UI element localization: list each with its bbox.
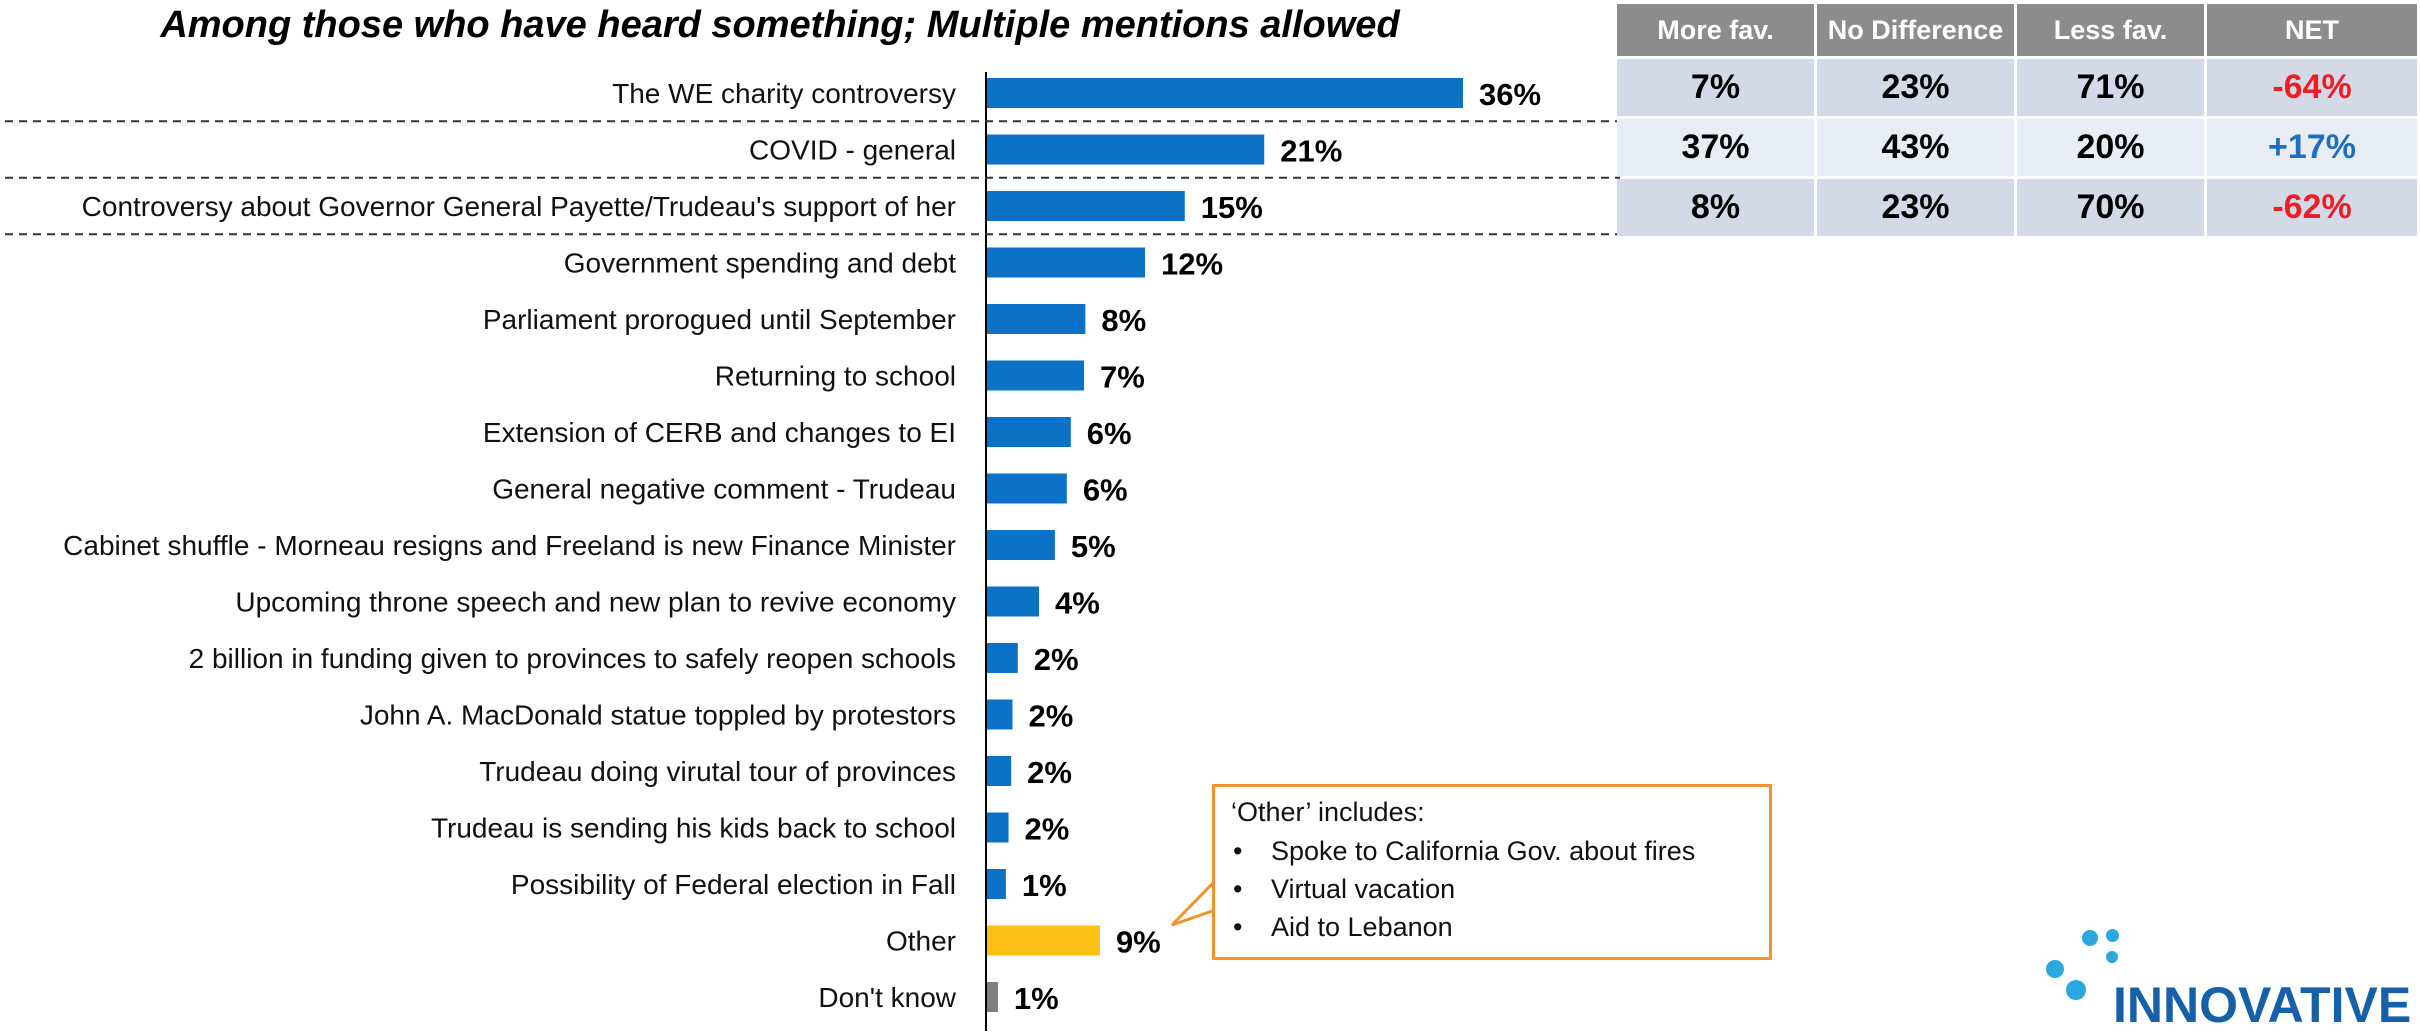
bar-chart: The WE charity controversy 36% COVID - gen… [5,72,1620,1031]
bar [986,925,1100,956]
bar [986,473,1067,504]
category-label: Other [886,926,956,957]
logo-dot-icon [2046,960,2064,978]
callout-item: Spoke to California Gov. about fires [1231,832,1753,870]
logo-dot-icon [2106,929,2119,942]
bar [986,643,1018,673]
callout-item: Virtual vacation [1231,870,1753,908]
value-label: 8% [1101,303,1146,338]
cell-less-fav: 20% [2017,119,2207,176]
bar [986,134,1265,165]
cell-less-fav: 70% [2017,179,2207,236]
category-label: Trudeau is sending his kids back to scho… [431,813,956,844]
bar [986,812,1009,843]
table-row-payette: 8% 23% 70% -62% [1617,179,2420,236]
cell-less-fav: 71% [2017,59,2207,116]
category-label: General negative comment - Trudeau [492,474,956,505]
value-label: 2% [1029,699,1074,734]
value-label: 15% [1201,190,1263,225]
value-label: 4% [1055,586,1100,621]
bar [986,982,998,1012]
bar [986,869,1006,899]
callout-item: Aid to Lebanon [1231,908,1753,946]
value-label: 2% [1034,642,1079,677]
table-header-row: More fav. No Difference Less fav. NET [1617,4,2420,56]
header-more-fav: More fav. [1617,4,1817,56]
logo-dot-icon [2066,980,2086,1000]
callout-list: Spoke to California Gov. about fires Vir… [1231,832,1753,946]
bar [986,586,1039,617]
table-row-we-charity: 7% 23% 71% -64% [1617,59,2420,116]
bar [986,247,1145,278]
cell-net: -64% [2207,59,2420,116]
category-label: Trudeau doing virutal tour of provinces [479,756,956,787]
value-label: 21% [1280,134,1342,169]
category-label: Possibility of Federal election in Fall [511,869,956,900]
cell-net: -62% [2207,179,2420,236]
value-label: 6% [1083,473,1128,508]
cell-more-fav: 7% [1617,59,1817,116]
bar [986,417,1071,447]
value-label: 2% [1027,755,1072,790]
cell-more-fav: 8% [1617,179,1817,236]
bar [986,360,1085,391]
callout-pointer [1170,880,1217,927]
category-label: Don't know [818,982,956,1013]
value-label: 2% [1025,812,1070,847]
header-no-difference: No Difference [1817,4,2017,56]
category-label: 2 billion in funding given to provinces … [189,643,956,674]
category-label: Extension of CERB and changes to EI [483,417,956,448]
category-label: Returning to school [715,361,956,392]
header-less-fav: Less fav. [2017,4,2207,56]
bar [986,304,1086,334]
other-includes-callout: ‘Other’ includes: Spoke to California Go… [1212,784,1772,960]
cell-net: +17% [2207,119,2420,176]
category-label: COVID - general [749,135,956,166]
bar [986,191,1185,221]
callout-title: ‘Other’ includes: [1231,797,1425,827]
chart-subtitle: Among those who have heard something; Mu… [160,4,1400,46]
category-label: Parliament prorogued until September [483,304,956,335]
cell-no-difference: 23% [1817,59,2017,116]
value-label: 6% [1087,416,1132,451]
category-label: Upcoming throne speech and new plan to r… [235,587,956,618]
innovative-logo: INNOVATIVE [2040,924,2420,1033]
category-label: Government spending and debt [564,248,956,279]
cell-no-difference: 23% [1817,179,2017,236]
header-net: NET [2207,4,2420,56]
logo-dot-icon [2082,930,2098,946]
table-row-covid: 37% 43% 20% +17% [1617,119,2420,176]
value-label: 9% [1116,925,1161,960]
value-label: 12% [1161,247,1223,282]
value-label: 36% [1479,77,1541,112]
bar [986,78,1463,108]
cell-no-difference: 43% [1817,119,2017,176]
value-label: 5% [1071,529,1116,564]
logo-dot-icon [2106,951,2118,963]
value-label: 1% [1022,868,1067,903]
value-label: 7% [1100,360,1145,395]
bar [986,530,1055,560]
category-label: Controversy about Governor General Payet… [82,191,956,222]
bar [986,756,1012,786]
value-label: 1% [1014,981,1059,1016]
bar [986,699,1013,730]
logo-text: INNOVATIVE [2113,977,2412,1033]
category-label: Cabinet shuffle - Morneau resigns and Fr… [63,530,956,561]
category-label: John A. MacDonald statue toppled by prot… [360,700,956,731]
favourability-table: More fav. No Difference Less fav. NET 7%… [1617,4,2420,236]
cell-more-fav: 37% [1617,119,1817,176]
category-label: The WE charity controversy [612,78,956,109]
